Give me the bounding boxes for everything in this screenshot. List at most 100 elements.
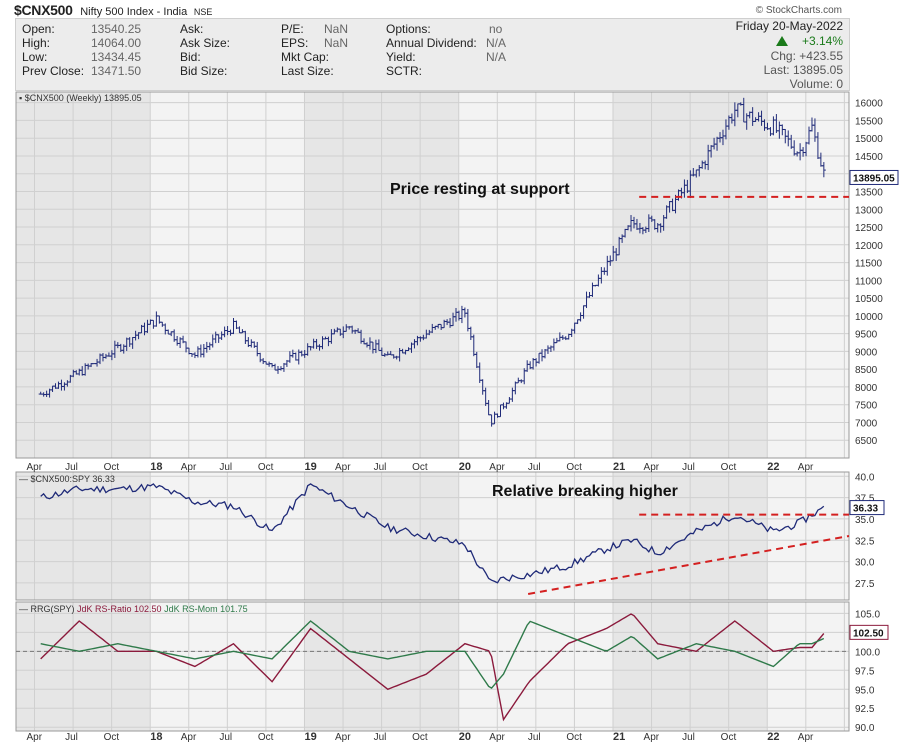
x-tick-label: 20: [459, 731, 471, 743]
volume: Volume: 0: [789, 77, 843, 91]
x-tick-label: 18: [150, 731, 162, 743]
x-tick-label: 22: [767, 461, 779, 473]
x-tick-label: Apr: [798, 732, 814, 743]
y-tick-label: 14500: [855, 152, 883, 163]
x-tick-label: Jul: [682, 732, 695, 743]
x-tick-label: Oct: [721, 462, 737, 473]
y-tick-label: 7500: [855, 401, 878, 412]
last-value-box: [849, 169, 899, 185]
x-tick-label: Jul: [374, 462, 387, 473]
x-tick-label: 18: [150, 461, 162, 473]
open-value: 13540.25: [91, 22, 142, 36]
y-tick-label: 16000: [855, 99, 883, 110]
y-tick-label: 92.5: [855, 704, 875, 715]
y-tick-label: 10500: [855, 294, 883, 305]
high-value: 14064.00: [91, 36, 142, 50]
exchange: NSE: [193, 7, 213, 17]
chart-title: $CNX500 Nifty 500 Index - India NSE: [14, 2, 212, 18]
year-shade: [16, 472, 151, 600]
rs-momentum-legend: JdK RS-Mom 101.75: [164, 604, 248, 614]
options-value: no: [489, 22, 503, 36]
index-name: Nifty 500 Index - India: [80, 6, 188, 18]
quote-panel: Open: 13540.25 High: 14064.00 Low: 13434…: [15, 18, 850, 91]
ask-label: Ask:: [180, 22, 204, 36]
rrg-legend: — RRG(SPY) JdK RS-Ratio 102.50 JdK RS-Mo…: [19, 604, 248, 614]
y-tick-label: 6500: [855, 436, 878, 447]
y-tick-label: 15500: [855, 116, 883, 127]
y-tick-label: 35.0: [855, 515, 875, 526]
x-tick-label: Apr: [181, 732, 197, 743]
bid-size-label: Bid Size:: [180, 64, 228, 78]
x-tick-label: Apr: [335, 462, 351, 473]
x-tick-label: 19: [304, 461, 316, 473]
annual-dividend-value: N/A: [486, 36, 507, 50]
x-tick-label: Apr: [489, 462, 505, 473]
prev-close-label: Prev Close:: [22, 64, 85, 78]
x-tick-label: Apr: [181, 462, 197, 473]
x-tick-label: Oct: [412, 732, 428, 743]
panel-frame: [15, 91, 850, 459]
quote-date: Friday 20-May-2022: [735, 19, 843, 33]
x-tick-label: Apr: [798, 462, 814, 473]
annual-dividend-label: Annual Dividend:: [386, 36, 477, 50]
x-tick-label: Apr: [644, 732, 660, 743]
y-tick-label: 10000: [855, 312, 883, 323]
y-tick-label: 8500: [855, 365, 878, 376]
rising-trendline: [527, 535, 850, 596]
year-shade: [16, 92, 151, 458]
rs-ratio-line: [40, 613, 825, 722]
sctr-label: SCTR:: [386, 64, 422, 78]
x-tick-label: Apr: [27, 732, 43, 743]
last-value-price: 13895.05: [853, 173, 895, 184]
y-tick-label: 37.5: [855, 494, 875, 505]
x-tick-label: Jul: [65, 462, 78, 473]
y-tick-label: 11500: [855, 259, 883, 270]
change: Chg: +423.55: [770, 49, 843, 63]
symbol: $CNX500: [14, 2, 73, 18]
year-shade: [16, 602, 151, 731]
eps-label: EPS:: [281, 36, 309, 50]
last-price: Last: 13895.05: [763, 63, 843, 77]
rs-momentum-line: [40, 620, 825, 690]
up-triangle-icon: [775, 36, 788, 46]
y-tick-label: 105.0: [855, 609, 880, 620]
x-tick-label: Oct: [566, 462, 582, 473]
x-tick-label: Oct: [412, 462, 428, 473]
annotation-price: Price resting at support: [390, 181, 570, 198]
y-tick-label: 11000: [855, 276, 883, 287]
x-tick-label: 21: [613, 731, 625, 743]
x-tick-label: Oct: [721, 732, 737, 743]
x-tick-label: 21: [613, 461, 625, 473]
relative-strength-line: [40, 483, 825, 584]
x-tick-label: Oct: [258, 462, 274, 473]
last-value-rrg: 102.50: [853, 628, 884, 639]
open-label: Open:: [22, 22, 55, 36]
bid-label: Bid:: [180, 50, 201, 64]
rs-ratio-legend: JdK RS-Ratio 102.50: [77, 604, 164, 614]
y-tick-label: 32.5: [855, 536, 875, 547]
y-tick-label: 40.0: [855, 472, 875, 483]
options-label: Options:: [386, 22, 431, 36]
y-tick-label: 13000: [855, 205, 883, 216]
x-tick-label: Jul: [682, 462, 695, 473]
y-tick-label: 27.5: [855, 579, 875, 590]
y-tick-label: 12500: [855, 223, 883, 234]
y-tick-label: 15000: [855, 134, 883, 145]
x-tick-label: 19: [304, 731, 316, 743]
x-tick-label: Apr: [335, 732, 351, 743]
last-size-label: Last Size:: [281, 64, 334, 78]
last-value-relative: 36.33: [853, 504, 878, 515]
pe-label: P/E:: [281, 22, 304, 36]
price-legend: ▪ $CNX500 (Weekly) 13895.05: [19, 93, 142, 103]
x-tick-label: Oct: [258, 732, 274, 743]
y-tick-label: 12000: [855, 241, 883, 252]
ask-size-label: Ask Size:: [180, 36, 231, 50]
y-tick-label: 13500: [855, 187, 883, 198]
x-tick-label: Jul: [374, 732, 387, 743]
last-value-box: [849, 500, 885, 516]
y-tick-label: 100.0: [855, 647, 880, 658]
relative-legend: — $CNX500:SPY 36.33: [19, 474, 115, 484]
x-tick-label: Jul: [528, 462, 541, 473]
pct-change-row: +3.14%: [775, 34, 843, 48]
